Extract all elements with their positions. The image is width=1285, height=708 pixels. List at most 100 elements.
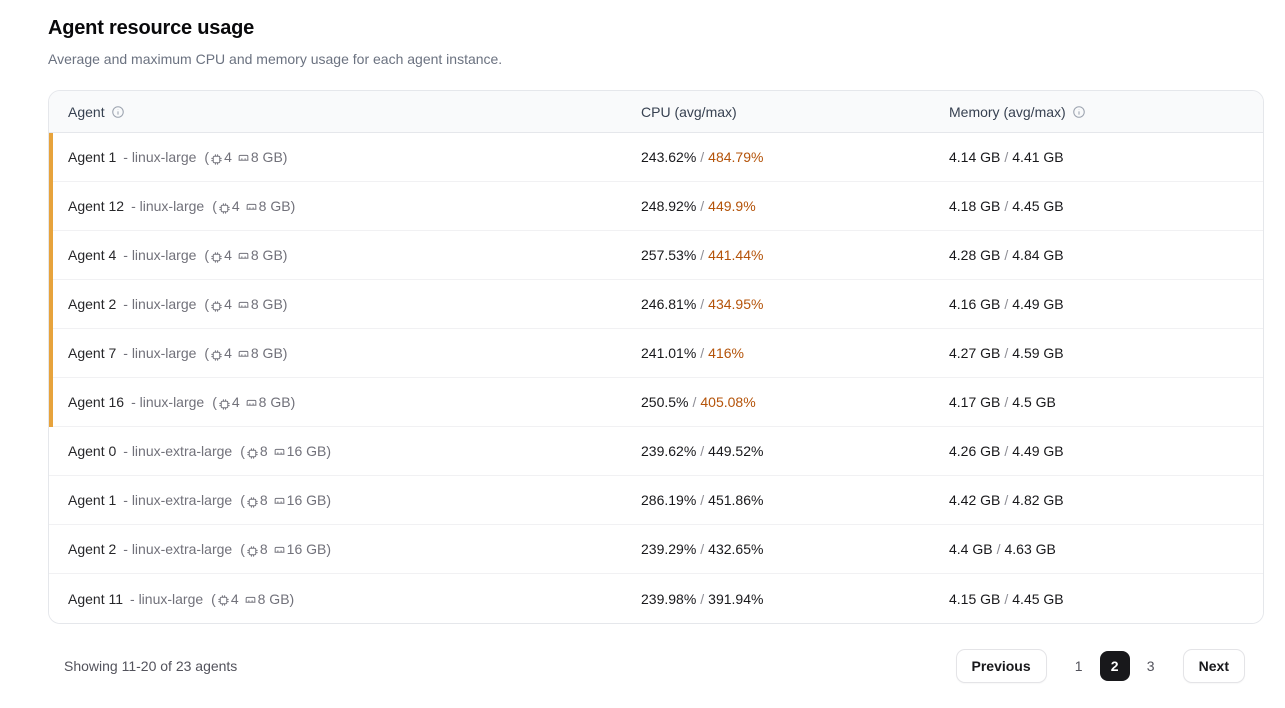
- memory-size: 8 GB: [257, 590, 290, 607]
- agent-instance-type: - linux-large: [131, 394, 205, 410]
- memory-icon: [245, 596, 255, 603]
- cpu-icon: [218, 595, 229, 606]
- table-row: Agent 16 - linux-large ( 4 8 GB ): [49, 378, 1263, 427]
- column-header-cpu-label: CPU (avg/max): [641, 103, 737, 120]
- cpu-usage-cell: 248.92%/449.9%: [641, 198, 949, 214]
- memory-icon: [238, 301, 249, 308]
- agent-spec: ( 4 8 GB ): [211, 591, 294, 607]
- memory-size: 8 GB: [250, 296, 283, 312]
- value-separator: /: [996, 541, 1001, 557]
- value-separator: /: [700, 345, 705, 361]
- value-separator: /: [700, 149, 705, 165]
- agent-cell: Agent 4 - linux-large ( 4 8 GB ): [49, 247, 641, 263]
- spec-open-paren: (: [212, 394, 217, 410]
- agent-instance-type: - linux-extra-large: [123, 443, 233, 459]
- previous-page-button[interactable]: Previous: [955, 649, 1047, 683]
- agent-instance-type: - linux-large: [130, 590, 204, 607]
- cpu-icon: [247, 545, 258, 557]
- memory-max-value: 4.45 GB: [1012, 198, 1064, 214]
- page-title: Agent resource usage: [48, 17, 255, 39]
- cpu-max-value: 441.44%: [708, 247, 764, 263]
- memory-max-value: 4.41 GB: [1012, 149, 1064, 165]
- memory-size: 16 GB: [286, 541, 327, 557]
- agent-spec: ( 8 16 GB ): [240, 541, 331, 557]
- agent-instance-type: - linux-extra-large: [123, 541, 233, 557]
- agent-name: Agent 1: [68, 492, 117, 508]
- cpu-icon: [211, 300, 222, 312]
- agent-spec: ( 8 16 GB ): [240, 443, 331, 459]
- spec-close-paren: ): [282, 149, 288, 165]
- cpu-avg-value: 250.5%: [641, 394, 689, 410]
- memory-max-value: 4.63 GB: [1004, 541, 1056, 557]
- page-button-3[interactable]: 3: [1146, 658, 1155, 674]
- memory-avg-value: 4.42 GB: [949, 492, 1001, 508]
- column-header-cpu: CPU (avg/max): [641, 104, 949, 120]
- cpu-usage-cell: 241.01%/416%: [641, 345, 949, 361]
- cpu-count: 4: [231, 394, 240, 410]
- memory-icon: [238, 154, 249, 161]
- agent-spec: ( 4 8 GB ): [204, 247, 287, 263]
- agent-spec: ( 4 8 GB ): [204, 149, 287, 165]
- spec-memory-group: 16 GB: [272, 443, 327, 459]
- memory-avg-value: 4.14 GB: [949, 149, 1001, 165]
- table-row: Agent 2 - linux-large ( 4 8 GB ): [49, 280, 1263, 329]
- cpu-avg-value: 257.53%: [641, 247, 697, 263]
- agent-usage-table: Agent CPU (avg/max) Memory (avg/max): [48, 90, 1264, 624]
- memory-usage-cell: 4.27 GB/4.59 GB: [949, 345, 1263, 361]
- cpu-count: 4: [230, 590, 239, 607]
- memory-max-value: 4.45 GB: [1012, 590, 1064, 607]
- agent-cell: Agent 2 - linux-large ( 4 8 GB ): [49, 296, 641, 312]
- cpu-icon: [219, 202, 230, 214]
- memory-icon: [238, 252, 249, 259]
- agent-name: Agent 7: [68, 345, 117, 361]
- value-separator: /: [700, 198, 705, 214]
- spec-close-paren: ): [326, 492, 332, 508]
- value-separator: /: [1004, 296, 1009, 312]
- value-separator: /: [1004, 492, 1009, 508]
- cpu-count: 4: [224, 247, 232, 263]
- spec-memory-group: 8 GB: [244, 394, 291, 410]
- info-icon[interactable]: [111, 105, 125, 119]
- page-button-1[interactable]: 1: [1074, 658, 1083, 674]
- memory-avg-value: 4.27 GB: [949, 345, 1001, 361]
- cpu-avg-value: 241.01%: [641, 345, 697, 361]
- cpu-usage-cell: 286.19%/451.86%: [641, 492, 949, 508]
- memory-size: 8 GB: [250, 247, 283, 263]
- memory-avg-value: 4.4 GB: [949, 541, 993, 557]
- agent-name: Agent 2: [68, 296, 117, 312]
- page-button-2[interactable]: 2: [1099, 651, 1130, 681]
- value-separator: /: [1004, 590, 1009, 607]
- cpu-avg-value: 286.19%: [641, 492, 697, 508]
- cpu-avg-value: 239.29%: [641, 541, 697, 557]
- cpu-avg-value: 246.81%: [641, 296, 697, 312]
- spec-open-paren: (: [240, 541, 245, 557]
- cpu-icon: [211, 251, 222, 263]
- agent-spec: ( 4 8 GB ): [212, 394, 295, 410]
- memory-usage-cell: 4.17 GB/4.5 GB: [949, 394, 1263, 410]
- value-separator: /: [1004, 149, 1009, 165]
- memory-size: 16 GB: [286, 443, 327, 459]
- agent-name: Agent 16: [68, 394, 125, 410]
- spec-open-paren: (: [212, 198, 217, 214]
- memory-size: 8 GB: [250, 149, 283, 165]
- cpu-icon: [211, 349, 222, 361]
- cpu-usage-cell: 239.62%/449.52%: [641, 443, 949, 459]
- spec-close-paren: ): [326, 541, 332, 557]
- spec-memory-group: 8 GB: [236, 296, 283, 312]
- spec-memory-group: 8 GB: [236, 149, 283, 165]
- memory-max-value: 4.5 GB: [1012, 394, 1056, 410]
- spec-memory-group: 16 GB: [272, 541, 327, 557]
- spec-open-paren: (: [204, 149, 210, 165]
- cpu-avg-value: 239.98%: [641, 590, 697, 607]
- agent-instance-type: - linux-large: [123, 247, 197, 263]
- memory-avg-value: 4.17 GB: [949, 394, 1001, 410]
- table-row: Agent 12 - linux-large ( 4 8 GB ): [49, 182, 1263, 231]
- value-separator: /: [700, 492, 705, 508]
- cpu-usage-cell: 243.62%/484.79%: [641, 149, 949, 165]
- agent-spec: ( 8 16 GB ): [240, 492, 331, 508]
- column-header-agent: Agent: [49, 104, 641, 120]
- next-page-button[interactable]: Next: [1182, 649, 1245, 683]
- agent-instance-type: - linux-large: [123, 296, 197, 312]
- info-icon[interactable]: [1072, 105, 1086, 119]
